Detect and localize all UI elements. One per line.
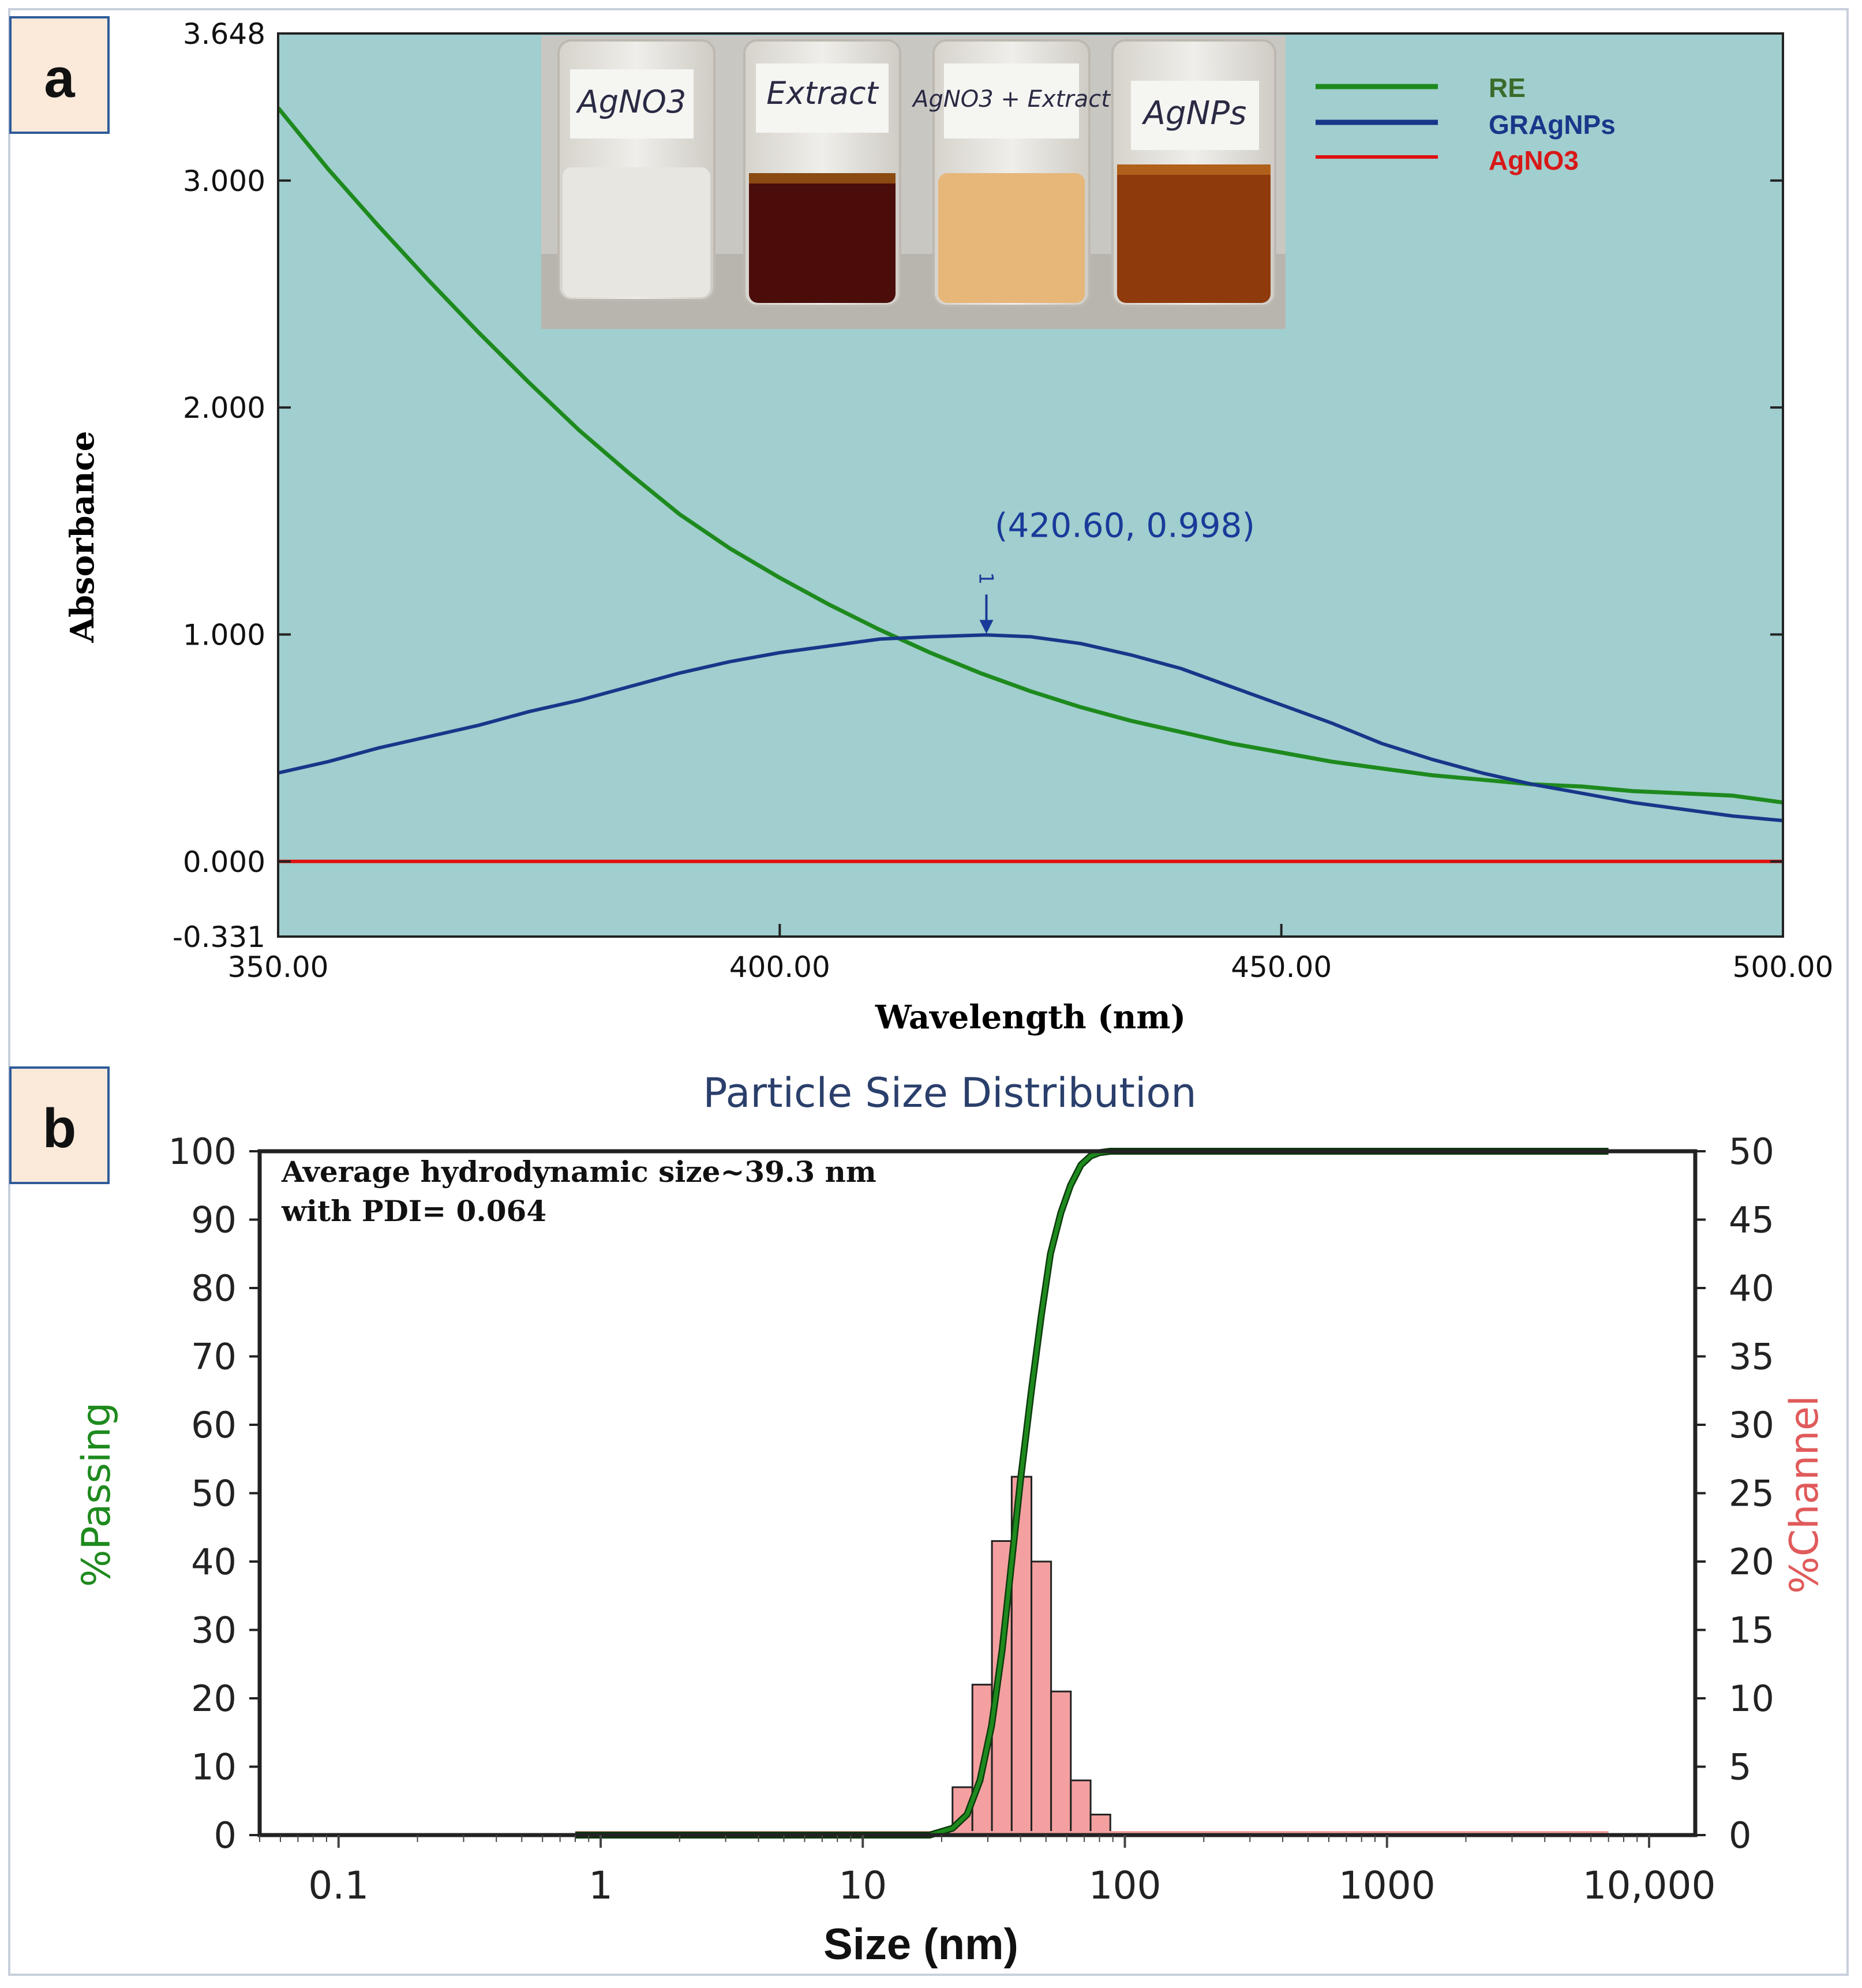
y-tick-label: 0.000: [183, 845, 265, 879]
y-tick-label: 3.000: [183, 164, 265, 198]
panel-b-ylabel-right: %Channel: [1782, 1395, 1827, 1594]
y-right-tick-label: 10: [1729, 1678, 1774, 1720]
legend-label-gragnps: GRAgNPs: [1489, 110, 1616, 140]
x-tick-label: 1: [589, 1863, 613, 1908]
y-left-tick-label: 100: [168, 1130, 237, 1173]
peak-marker-number: 1: [974, 572, 997, 585]
panel-b-chart: Particle Size Distribution 0102030405060…: [74, 1069, 1827, 1969]
y-right-tick-label: 15: [1729, 1609, 1774, 1652]
vial-label-agno3: AgNO3: [576, 84, 686, 120]
panel-a-xlabel: Wavelength (nm): [875, 998, 1186, 1036]
panel-b-title: Particle Size Distribution: [703, 1069, 1196, 1117]
panel-label-b: b: [9, 1066, 110, 1184]
panel-a-axes-frame: [277, 32, 1784, 938]
y-right-tick-label: 50: [1729, 1130, 1774, 1173]
channel-bar: [1050, 1690, 1072, 1836]
y-right-tick-label: 25: [1729, 1473, 1774, 1515]
x-tick-label: 1000: [1339, 1863, 1436, 1908]
x-tick-label: 450.00: [1231, 950, 1332, 984]
peak-marker-arrowhead: [979, 620, 994, 634]
x-tick-label: 0.1: [308, 1863, 369, 1908]
x-tick-label: 500.00: [1733, 950, 1834, 984]
y-tick-label: -0.331: [173, 920, 265, 954]
panel-label-a: a: [9, 16, 110, 134]
vial-label-agno3-extract: AgNO3 + Extract: [911, 86, 1111, 113]
panel-b-ylabel-left: %Passing: [74, 1402, 119, 1587]
y-left-tick-label: 20: [191, 1678, 237, 1720]
legend-label-agno3: AgNO3: [1489, 145, 1579, 175]
y-left-tick-label: 10: [191, 1746, 237, 1788]
y-right-tick-label: 45: [1729, 1199, 1774, 1241]
panel-b-annotation-line1: Average hydrodynamic size~39.3 nm: [281, 1155, 876, 1189]
vial-agno3: AgNO3: [557, 39, 715, 301]
vial-extract: Extract: [743, 39, 901, 307]
inset-photo: AgNO3 Extract AgNO3 + Extract: [541, 36, 1286, 329]
y-left-tick-label: 70: [191, 1336, 237, 1378]
vial-agno3-extract: AgNO3 + Extract: [911, 39, 1111, 307]
channel-bar: [1070, 1779, 1092, 1836]
y-left-tick-label: 40: [191, 1541, 237, 1583]
x-tick-label: 400.00: [729, 950, 830, 984]
y-right-tick-label: 30: [1729, 1404, 1774, 1446]
y-right-tick-label: 35: [1729, 1336, 1774, 1378]
panel-a-legend: RE GRAgNPs AgNO3: [1316, 73, 1616, 175]
peak-annotation: (420.60, 0.998) 1: [974, 506, 1255, 634]
vial-label-extract: Extract: [766, 75, 879, 111]
y-left-tick-label: 50: [191, 1473, 237, 1515]
panel-a-ylabel: Absorbance: [63, 431, 102, 643]
panel-a-chart: 3.648 3.000 2.000 1.000 0.000 -0.331 350.00 40…: [63, 17, 1833, 1036]
y-left-tick-label: 30: [191, 1609, 237, 1652]
y-left-tick-label: 90: [191, 1199, 237, 1241]
y-left-tick-label: 80: [191, 1267, 237, 1309]
x-tick-label: 100: [1089, 1863, 1162, 1908]
x-tick-label: 10: [838, 1863, 887, 1908]
peak-annotation-label: (420.60, 0.998): [995, 506, 1255, 545]
y-left-tick-label: 0: [214, 1814, 237, 1856]
x-tick-label: 10,000: [1583, 1863, 1716, 1908]
y-right-tick-label: 5: [1729, 1746, 1751, 1788]
panel-b-annotation-line2: with PDI= 0.064: [281, 1194, 546, 1228]
y-tick-label: 3.648: [183, 17, 265, 51]
y-right-tick-label: 0: [1729, 1814, 1751, 1856]
vial-label-agnps: AgNPs: [1142, 95, 1247, 132]
vial-agnps: AgNPs: [1111, 39, 1276, 307]
figure-frame: [8, 8, 1849, 1976]
channel-bar: [1031, 1560, 1052, 1836]
y-right-tick-label: 20: [1729, 1541, 1774, 1583]
y-left-tick-label: 60: [191, 1404, 237, 1446]
svg-text:a: a: [44, 47, 75, 109]
y-right-tick-label: 40: [1729, 1267, 1774, 1309]
y-tick-label: 2.000: [183, 391, 265, 425]
svg-text:b: b: [43, 1098, 77, 1159]
panel-b-xlabel: Size (nm): [823, 1920, 1018, 1969]
legend-label-re: RE: [1489, 73, 1526, 103]
x-tick-label: 350.00: [228, 950, 329, 984]
series-line-gragnps: [278, 633, 1783, 822]
y-tick-label: 1.000: [183, 618, 265, 652]
